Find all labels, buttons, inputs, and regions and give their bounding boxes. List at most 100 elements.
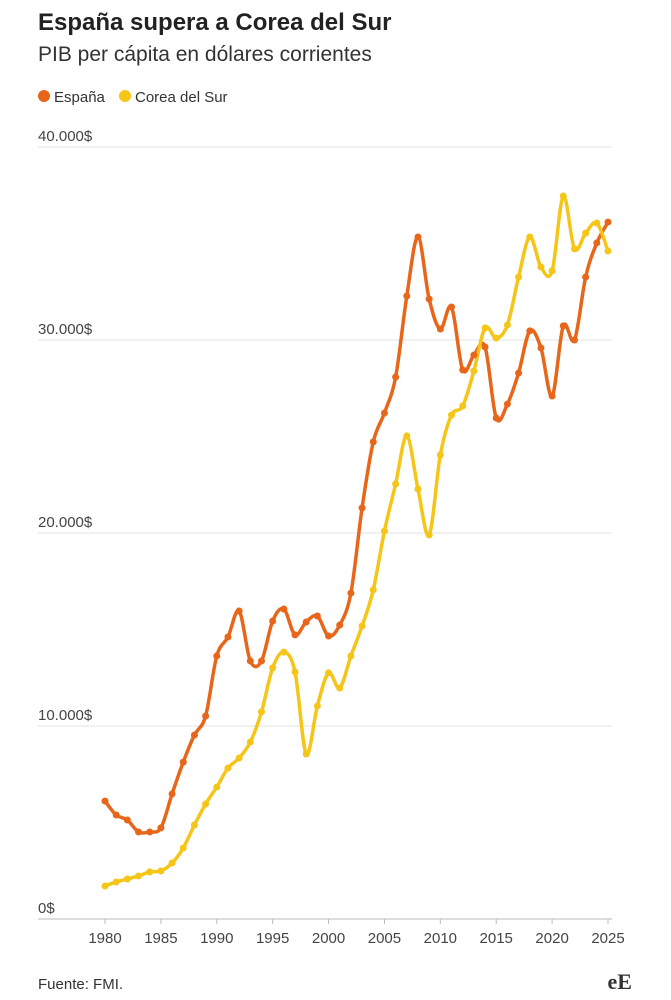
data-point xyxy=(537,344,545,352)
data-point xyxy=(448,303,456,311)
data-point xyxy=(101,797,109,805)
data-point xyxy=(112,811,120,819)
data-point xyxy=(392,373,400,381)
data-point xyxy=(604,218,612,226)
data-point xyxy=(593,239,601,247)
data-point xyxy=(403,432,411,440)
data-point xyxy=(202,800,210,808)
logo: eE xyxy=(608,969,632,994)
data-point xyxy=(392,480,400,488)
data-point xyxy=(403,292,411,300)
data-point xyxy=(246,657,254,665)
data-point xyxy=(179,844,187,852)
data-point xyxy=(470,351,478,359)
data-point xyxy=(414,233,422,241)
y-tick-label: 20.000$ xyxy=(38,514,93,531)
data-point xyxy=(459,366,467,374)
data-point xyxy=(582,273,590,281)
data-point xyxy=(190,821,198,829)
data-point xyxy=(470,367,478,375)
data-point xyxy=(257,708,265,716)
data-point xyxy=(593,219,601,227)
data-point xyxy=(537,263,545,271)
x-tick-label: 2025 xyxy=(591,930,624,947)
y-tick-label: 40.000$ xyxy=(38,128,93,145)
data-point xyxy=(213,652,221,660)
data-point xyxy=(515,273,523,281)
series-line xyxy=(104,194,610,888)
x-tick-label: 2015 xyxy=(480,930,513,947)
data-point xyxy=(503,321,511,329)
data-point xyxy=(291,668,299,676)
data-point xyxy=(380,527,388,535)
y-tick-label: 0$ xyxy=(38,900,55,917)
data-point xyxy=(325,669,333,677)
data-point xyxy=(190,731,198,739)
x-tick-label: 2010 xyxy=(424,930,457,947)
data-point xyxy=(157,824,165,832)
y-tick-label: 10.000$ xyxy=(38,707,93,724)
x-tick-label: 2020 xyxy=(535,930,568,947)
data-point xyxy=(515,369,523,377)
data-point xyxy=(135,872,143,880)
data-point xyxy=(570,245,578,253)
data-point xyxy=(559,192,567,200)
x-tick-label: 1990 xyxy=(200,930,233,947)
x-tick-label: 1995 xyxy=(256,930,289,947)
data-point xyxy=(425,531,433,539)
data-point xyxy=(224,764,232,772)
data-point xyxy=(168,859,176,867)
data-point xyxy=(526,327,534,335)
data-point xyxy=(448,411,456,419)
data-point xyxy=(213,783,221,791)
data-point xyxy=(414,485,422,493)
data-point xyxy=(168,790,176,798)
data-point xyxy=(481,343,489,351)
data-point xyxy=(336,621,344,629)
data-point xyxy=(235,607,243,615)
data-point xyxy=(246,738,254,746)
data-point xyxy=(179,758,187,766)
legend-marker xyxy=(119,90,131,102)
data-point xyxy=(325,632,333,640)
data-point xyxy=(123,816,131,824)
x-tick-label: 1985 xyxy=(144,930,177,947)
data-point xyxy=(503,400,511,408)
data-point xyxy=(224,633,232,641)
data-point xyxy=(436,451,444,459)
data-point xyxy=(347,652,355,660)
data-point xyxy=(157,867,165,875)
data-point xyxy=(202,712,210,720)
data-point xyxy=(548,392,556,400)
data-point xyxy=(369,438,377,446)
data-point xyxy=(280,605,288,613)
x-tick-label: 2005 xyxy=(368,930,401,947)
data-point xyxy=(358,504,366,512)
data-point xyxy=(135,828,143,836)
y-tick-label: 30.000$ xyxy=(38,321,93,338)
data-point xyxy=(347,589,355,597)
data-point xyxy=(112,878,120,886)
data-point xyxy=(548,267,556,275)
data-point xyxy=(313,702,321,710)
data-point xyxy=(492,334,500,342)
source: Fuente: FMI. xyxy=(38,976,123,993)
legend-label: Corea del Sur xyxy=(135,89,228,106)
series-line xyxy=(103,221,610,835)
data-point xyxy=(604,247,612,255)
data-point xyxy=(380,409,388,417)
data-point xyxy=(257,657,265,665)
x-tick-label: 1980 xyxy=(88,930,121,947)
x-tick-label: 2000 xyxy=(312,930,345,947)
chart-subtitle: PIB per cápita en dólares corrientes xyxy=(38,43,372,66)
data-point xyxy=(582,229,590,237)
data-point xyxy=(269,617,277,625)
data-point xyxy=(492,414,500,422)
data-point xyxy=(101,882,109,890)
chart-title: España supera a Corea del Sur xyxy=(38,9,391,36)
data-point xyxy=(436,325,444,333)
data-point xyxy=(302,750,310,758)
data-point xyxy=(559,322,567,330)
data-point xyxy=(269,664,277,672)
